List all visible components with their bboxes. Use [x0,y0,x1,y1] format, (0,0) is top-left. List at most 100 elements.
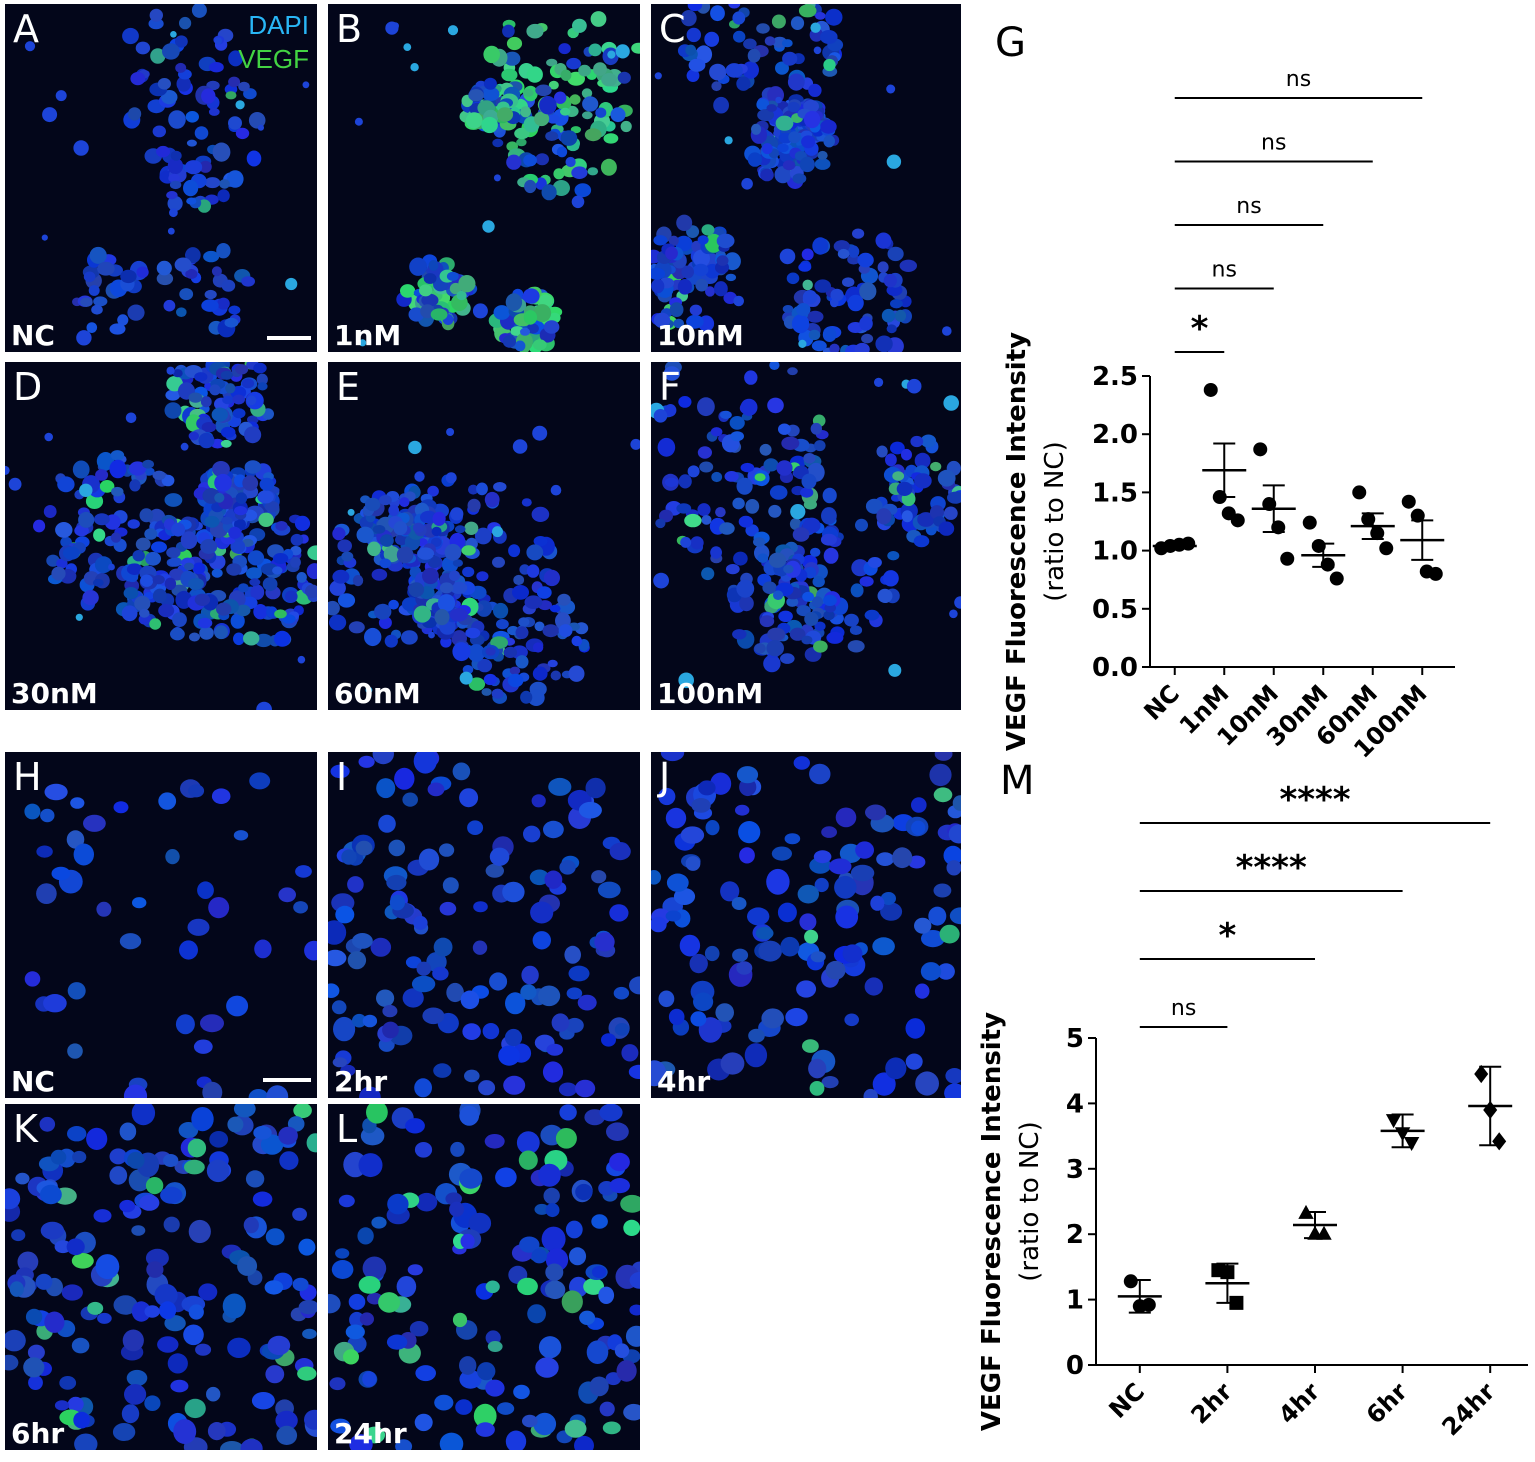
nucleus [328,983,340,998]
nucleus [246,150,262,167]
nucleus [330,764,350,779]
nucleus [379,495,392,506]
nucleus [520,690,533,704]
nucleus [5,465,10,475]
nucleus [139,508,154,523]
nucleus [226,563,242,576]
nucleus [79,483,93,497]
nucleus [71,1337,90,1354]
nucleus [78,511,95,528]
nucleus [582,111,593,120]
nucleus [216,243,231,259]
nucleus [411,975,436,993]
nucleus [545,131,559,141]
nucleus [744,370,758,385]
nucleus [167,1353,188,1374]
nucleus [514,340,526,352]
nucleus [739,847,755,864]
significance-label: ns [1286,67,1311,92]
nucleus [520,984,537,1000]
nucleus [355,840,373,856]
nucleus [757,109,774,122]
nucleus [908,855,926,869]
nucleus [533,1412,557,1436]
nucleus [558,624,573,638]
nucleus [947,491,961,504]
nucleus [200,396,212,408]
nucleus [944,1083,961,1098]
nucleus [163,1216,180,1233]
data-point [1302,515,1317,530]
panel-letter-f: F [659,365,681,409]
nucleus [740,398,758,416]
nucleus [198,432,215,449]
nucleus [810,22,821,33]
cell-field [5,1104,317,1450]
nucleus [804,612,819,626]
nucleus [894,309,907,322]
nucleus [623,1403,640,1421]
nucleus [699,461,714,473]
nucleus [821,826,837,838]
nucleus [86,322,98,333]
nucleus [813,640,828,653]
nucleus [777,902,797,923]
nucleus [526,564,540,578]
nucleus [73,140,89,156]
nucleus [211,266,222,277]
nucleus [577,994,597,1011]
nucleus [348,621,365,634]
nucleus [259,477,275,491]
nucleus [264,501,280,513]
nucleus [131,1301,151,1322]
nucleus [533,304,552,323]
nucleus [468,1212,492,1234]
nucleus [428,631,435,639]
nucleus [546,58,558,67]
nucleus [538,985,561,1007]
nucleus [328,920,347,945]
nucleus [814,621,826,631]
nucleus [212,142,231,162]
nucleus [474,527,492,545]
nucleus [304,940,317,961]
nucleus [517,1277,538,1296]
nucleus [598,1286,615,1304]
nucleus [427,782,445,797]
x-tick-label: 4hr [1273,1377,1325,1429]
nucleus [40,1184,62,1205]
nucleus [744,1043,768,1068]
nucleus [279,1151,299,1170]
nucleus [615,44,630,59]
nucleus [467,820,484,835]
nucleus [767,627,786,641]
nucleus [113,801,129,814]
data-point [1361,512,1376,527]
nucleus [130,72,146,86]
nucleus [505,1430,527,1450]
nucleus [460,990,480,1010]
nucleus [857,252,874,268]
nucleus [575,1183,593,1201]
nucleus [864,609,880,621]
nucleus [502,335,516,348]
nucleus [629,976,640,995]
nucleus [461,545,476,556]
nucleus [552,180,570,196]
nucleus [575,1079,596,1098]
nucleus [515,626,529,639]
nucleus [590,11,607,27]
nucleus [74,1433,98,1450]
nucleus [70,797,85,809]
nucleus [527,689,545,706]
nucleus [332,1057,348,1068]
nucleus [731,897,747,910]
nucleus [24,971,41,987]
nucleus [272,566,283,575]
nucleus [736,961,753,975]
nucleus [175,35,188,48]
nucleus [250,584,265,600]
nucleus [848,245,860,258]
nucleus [527,1304,546,1324]
nucleus [621,1044,639,1062]
